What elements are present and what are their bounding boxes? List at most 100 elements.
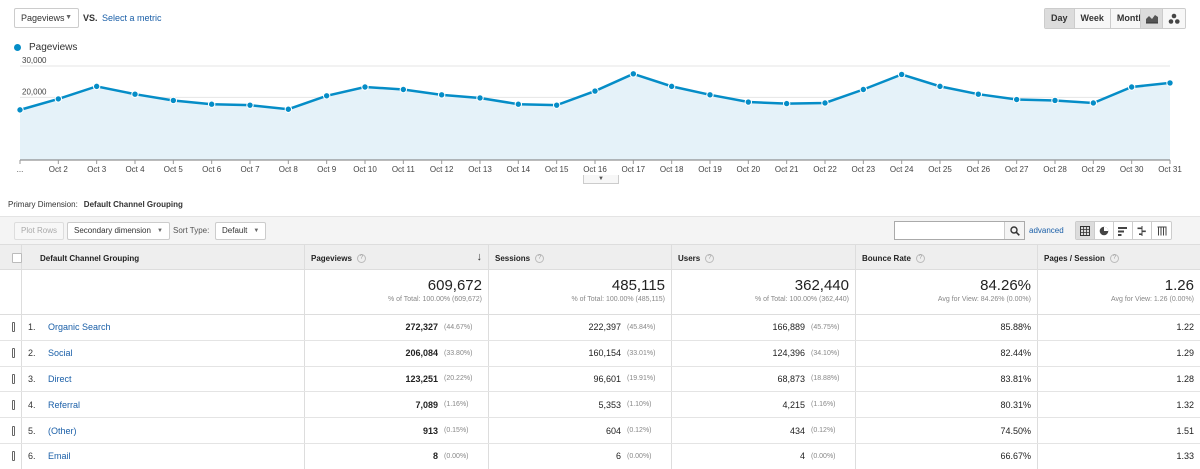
data-point [552,101,561,109]
header-pageviews[interactable]: Pageviews? ↓ [305,245,489,269]
row-rank: 3. [28,373,36,384]
row-users-pct: (34.10%) [811,349,840,357]
view-performance-button[interactable] [1114,222,1133,239]
help-icon[interactable]: ? [1109,254,1119,264]
row-channel-link[interactable]: Email [48,451,71,462]
view-pivot-button[interactable] [1152,222,1171,239]
row-rank: 4. [28,399,36,410]
row-pages-session-cell: 1.22 [1038,315,1200,340]
range-day-button[interactable]: Day [1045,9,1075,28]
secondary-dimension-select[interactable]: Secondary dimension ▼ [67,222,170,240]
table-row: 5. (Other) 913 (0.15%) 604 (0.12%) 434 (0.12… [0,418,1200,444]
x-tick-label: Oct 23 [852,165,876,174]
row-pageviews-value: 7,089 [415,399,438,410]
row-channel-link[interactable]: Social [48,348,73,359]
data-point [54,95,63,103]
row-checkbox-cell [0,315,22,340]
x-tick-label: Oct 2 [49,165,69,174]
header-pages-session[interactable]: Pages / Session? [1038,245,1200,269]
row-bounce-rate-cell: 82.44% [856,340,1038,366]
row-dimension-cell: 6. Email [22,443,305,469]
chart-toolbar: Pageviews ▼ VS. Select a metric Day Week… [0,0,1200,36]
row-pageviews-cell: 123,251 (20.22%) [305,366,489,392]
legend-dot-icon [14,44,21,51]
header-users[interactable]: Users? [672,245,856,269]
totals-pageviews: 609,672 % of Total: 100.00% (609,672) [305,270,489,314]
x-tick-label: Oct 16 [583,165,607,174]
view-comparison-button[interactable] [1133,222,1152,239]
row-channel-link[interactable]: Referral [48,399,81,410]
totals-pageviews-sub: % of Total: 100.00% (609,672) [387,296,482,303]
row-sessions-pct: (19.91%) [627,375,656,383]
x-tick-label: Oct 9 [317,165,337,174]
row-pages-session-value: 1.22 [1176,322,1194,333]
totals-users-sub: % of Total: 100.00% (362,440) [754,296,849,303]
x-tick-label: Oct 19 [698,165,722,174]
row-checkbox[interactable] [12,373,15,384]
row-sessions-cell: 160,154 (33.01%) [489,340,672,366]
x-tick-label: Oct 3 [87,165,107,174]
row-pageviews-cell: 8 (0.00%) [305,443,489,469]
plot-rows-button[interactable]: Plot Rows [14,222,65,240]
metric-select[interactable]: Pageviews ▼ [14,8,79,28]
table-search-input[interactable] [894,221,1025,240]
motion-chart-button[interactable] [1163,9,1185,28]
row-users-pct: (1.16%) [811,401,836,409]
header-bounce-rate[interactable]: Bounce Rate? [856,245,1038,269]
row-channel-link[interactable]: (Other) [48,425,77,436]
row-checkbox[interactable] [12,425,15,436]
help-icon[interactable]: ? [535,254,545,264]
help-icon[interactable]: ? [356,254,366,264]
help-icon[interactable]: ? [705,254,715,264]
row-sessions-value: 96,601 [593,373,621,384]
data-point [399,85,408,94]
range-week-button[interactable]: Week [1074,9,1111,28]
row-channel-link[interactable]: Organic Search [48,322,111,333]
row-bounce-rate-cell: 83.81% [856,366,1038,392]
row-rank: 5. [28,425,36,436]
bar-list-icon [1118,226,1127,236]
advanced-link[interactable]: advanced [1029,226,1064,235]
line-chart-icon [1145,15,1158,24]
row-checkbox-cell [0,418,22,443]
header-sessions[interactable]: Sessions? [489,245,672,269]
row-checkbox[interactable] [12,451,15,462]
row-bounce-rate-cell: 85.88% [856,315,1038,340]
x-tick-label: Oct 27 [1005,165,1029,174]
row-users-value: 124,396 [772,348,805,359]
row-sessions-pct: (33.01%) [627,349,656,357]
x-tick-label: Oct 29 [1082,165,1106,174]
row-pageviews-cell: 272,327 (44.67%) [305,315,489,340]
x-tick-label: Oct 13 [468,165,492,174]
help-icon[interactable]: ? [915,254,925,264]
header-dimension[interactable]: Default Channel Grouping [22,245,305,269]
data-point [667,82,676,91]
legend-label: Pageviews [29,42,78,53]
row-checkbox[interactable] [12,348,15,359]
row-channel-link[interactable]: Direct [48,373,72,384]
chart-collapse-handle[interactable]: ▼ [583,175,619,184]
data-point [476,94,484,102]
select-metric-link[interactable]: Select a metric [102,13,162,23]
sort-type-value: Default [222,226,248,235]
row-pageviews-value: 913 [422,425,438,436]
row-checkbox-cell [0,340,22,366]
search-button[interactable] [1004,222,1024,239]
vs-label: VS. [83,13,98,23]
table-header-row: Default Channel Grouping Pageviews? ↓ Se… [0,244,1200,270]
row-checkbox[interactable] [12,322,15,333]
header-sessions-label: Sessions [495,254,531,263]
row-pageviews-value: 8 [432,451,438,462]
table-controls: Plot Rows Secondary dimension ▼ Sort Typ… [0,216,1200,244]
data-point [92,82,101,91]
select-all-checkbox[interactable] [12,253,22,263]
row-checkbox[interactable] [12,399,15,410]
row-users-value: 166,889 [772,322,805,333]
view-table-button[interactable] [1076,222,1095,239]
sort-type-select[interactable]: Default ▼ [215,222,267,240]
row-bounce-rate-value: 85.88% [1000,322,1031,333]
line-chart-button[interactable] [1141,9,1163,28]
view-pie-button[interactable] [1095,222,1114,239]
metric-select-value: Pageviews [21,13,65,23]
x-tick-label: Oct 31 [1158,165,1182,174]
